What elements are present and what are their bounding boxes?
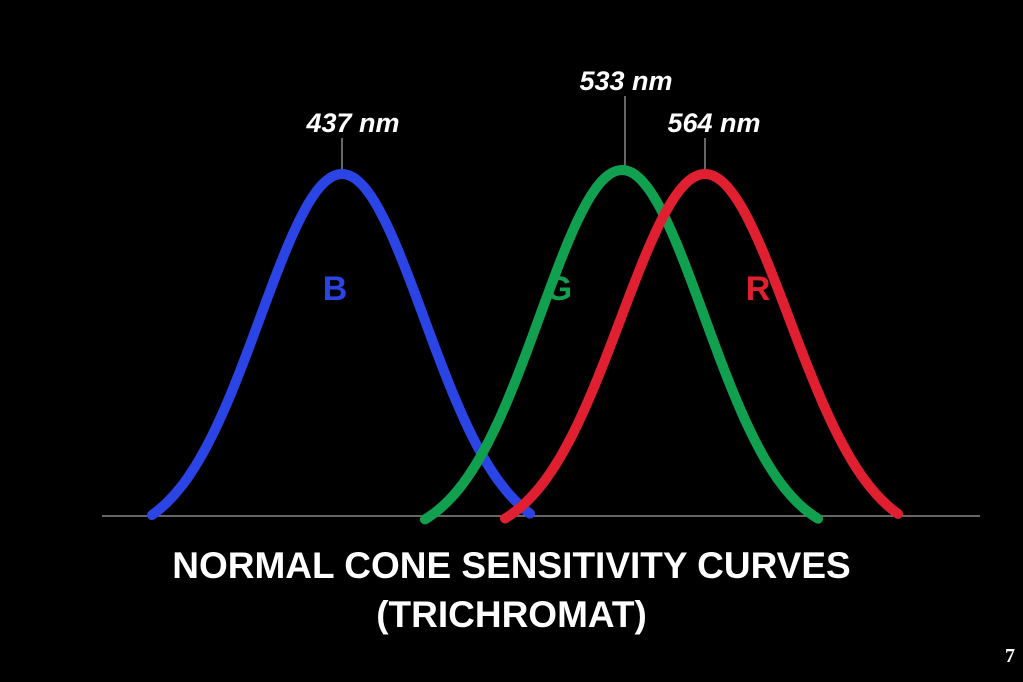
curve-blue xyxy=(147,168,535,520)
peak-label-green: 533 nm xyxy=(579,66,673,96)
peak-label-red: 564 nm xyxy=(667,108,761,138)
title-line-2: (TRICHROMAT) xyxy=(376,594,647,635)
title-line-1: NORMAL CONE SENSITIVITY CURVES xyxy=(172,545,851,586)
letter-blue: B xyxy=(322,270,348,308)
curve-green xyxy=(420,164,823,525)
letter-green: G xyxy=(545,270,573,308)
page-number: 7 xyxy=(1005,645,1015,667)
letter-red: R xyxy=(745,270,771,308)
curve-red xyxy=(500,168,903,524)
peak-label-blue: 437 nm xyxy=(306,108,400,138)
